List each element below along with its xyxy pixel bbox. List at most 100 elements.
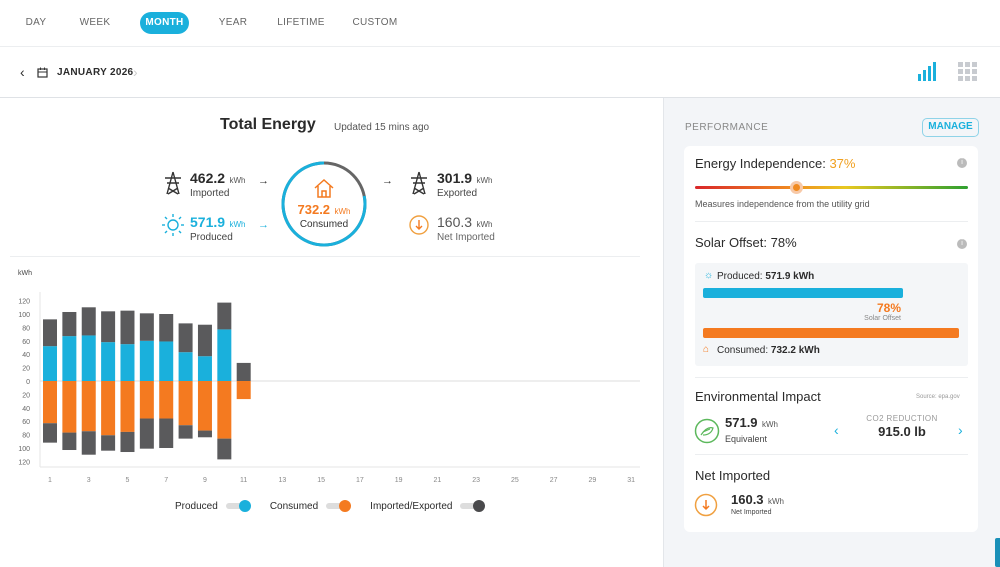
tab-year[interactable]: YEAR xyxy=(218,17,248,28)
x-tick-label: 9 xyxy=(203,477,207,484)
chevron-right-icon[interactable]: › xyxy=(133,64,138,80)
imported-bar xyxy=(101,435,116,451)
tab-month[interactable]: MONTH xyxy=(140,12,189,34)
current-period: JANUARY 2026 xyxy=(57,67,134,78)
x-tick-label: 31 xyxy=(627,477,635,484)
legend-consumed-label: Consumed xyxy=(269,500,319,512)
x-tick-label: 17 xyxy=(356,477,364,484)
updated-text: Updated 15 mins ago xyxy=(334,122,430,133)
net-imported-detail: 160.3 kWh Net Imported xyxy=(731,492,784,516)
produced-bar xyxy=(217,329,232,381)
x-tick-label: 13 xyxy=(279,477,287,484)
gauge-marker xyxy=(789,181,803,194)
y-tick-label: 60 xyxy=(22,419,30,426)
imported-bar xyxy=(81,431,96,455)
grid-icon[interactable] xyxy=(958,62,978,82)
y-tick-label: 120 xyxy=(18,459,30,466)
consumption-ring xyxy=(281,161,367,247)
consumed-bar xyxy=(178,381,193,426)
transmission-tower-icon xyxy=(165,171,181,195)
y-tick-label: 60 xyxy=(22,339,30,346)
y-axis-label: kWh xyxy=(18,270,32,277)
x-tick-label: 5 xyxy=(126,477,130,484)
consumed-bar xyxy=(101,381,116,436)
tab-week[interactable]: WEEK xyxy=(79,17,111,28)
consumed-bar xyxy=(120,381,135,432)
house-icon: ⌂ xyxy=(703,344,710,355)
consumed-line: Consumed: 732.2 kWh xyxy=(717,345,820,356)
net-imported-stat: 160.3 kWh Net Imported xyxy=(437,214,495,243)
imported-stat: 462.2 kWh Imported xyxy=(190,170,246,199)
imported-bar xyxy=(159,418,174,448)
divider xyxy=(695,377,968,378)
produced-bar xyxy=(159,341,174,381)
consumed-bar xyxy=(703,328,959,338)
chevron-left-icon[interactable]: ‹ xyxy=(20,64,25,80)
chevron-right-icon[interactable]: › xyxy=(958,422,963,438)
info-icon[interactable]: i xyxy=(957,158,967,168)
y-tick-label: 40 xyxy=(22,352,30,359)
tab-lifetime[interactable]: LIFETIME xyxy=(277,17,325,28)
page-title: Total Energy xyxy=(220,116,316,133)
scroll-handle[interactable] xyxy=(995,538,1000,567)
solar-offset-box: ☼ Produced: 571.9 kWh 78% Solar Offset ⌂ … xyxy=(695,263,968,366)
imported-bar xyxy=(197,430,212,438)
x-tick-label: 3 xyxy=(87,477,91,484)
y-tick-label: 80 xyxy=(22,325,30,332)
arrow-down-circle-icon xyxy=(409,215,429,235)
y-tick-label: 0 xyxy=(26,379,30,386)
independence-description: Measures independence from the utility g… xyxy=(695,199,870,209)
y-tick-label: 80 xyxy=(22,433,30,440)
imported-bar xyxy=(62,432,77,451)
produced-bar xyxy=(139,340,154,381)
tab-custom[interactable]: CUSTOM xyxy=(352,17,398,28)
arrow-down-circle-icon xyxy=(694,493,718,517)
x-tick-label: 19 xyxy=(395,477,403,484)
produced-bar xyxy=(120,344,135,381)
exported-bar xyxy=(236,362,251,381)
net-imported-title: Net Imported xyxy=(695,468,771,483)
consumed-bar xyxy=(62,381,77,433)
manage-button[interactable]: MANAGE xyxy=(922,118,979,137)
produced-bar xyxy=(43,346,57,381)
y-tick-label: 100 xyxy=(18,446,30,453)
y-tick-label: 120 xyxy=(18,299,30,306)
legend-produced-label: Produced xyxy=(175,500,218,512)
consumed-bar xyxy=(197,381,212,431)
chevron-left-icon[interactable]: ‹ xyxy=(834,422,839,438)
tab-day[interactable]: DAY xyxy=(25,17,47,28)
arrow-right-icon: → xyxy=(382,175,393,187)
house-icon xyxy=(314,178,334,198)
produced-line: Produced: 571.9 kWh xyxy=(717,271,815,282)
transmission-tower-icon xyxy=(411,171,427,195)
produced-bar xyxy=(197,356,212,381)
solar-offset-title: Solar Offset: 78% xyxy=(695,235,797,250)
consumed-bar xyxy=(81,381,96,432)
bar-chart-icon[interactable] xyxy=(917,62,937,82)
consumed-toggle[interactable] xyxy=(326,500,352,512)
divider xyxy=(10,256,640,257)
x-tick-label: 15 xyxy=(317,477,325,484)
solar-offset-marker: 78% Solar Offset xyxy=(864,301,901,322)
leaf-icon xyxy=(694,418,720,444)
co2-reduction-stat: CO2 REDUCTION 915.0 lb xyxy=(866,414,938,439)
total-energy-panel: Total Energy Updated 15 mins ago 462.2 k… xyxy=(0,98,663,567)
x-tick-label: 21 xyxy=(434,477,442,484)
exported-stat: 301.9 kWh Exported xyxy=(437,170,493,199)
x-tick-label: 23 xyxy=(472,477,480,484)
grid-toggle[interactable] xyxy=(460,500,486,512)
y-tick-label: 20 xyxy=(22,366,30,373)
consumed-bar xyxy=(43,381,57,424)
produced-toggle[interactable] xyxy=(225,500,252,512)
x-tick-label: 29 xyxy=(588,477,596,484)
exported-bar xyxy=(217,302,232,330)
exported-bar xyxy=(101,311,116,343)
source-note: Source: epa.gov xyxy=(916,394,960,400)
sun-icon: ☼ xyxy=(704,270,714,281)
consumed-bar xyxy=(217,381,232,439)
info-icon[interactable]: i xyxy=(957,239,967,249)
calendar-icon[interactable] xyxy=(37,67,48,78)
exported-bar xyxy=(159,314,174,342)
imported-bar xyxy=(43,423,57,443)
